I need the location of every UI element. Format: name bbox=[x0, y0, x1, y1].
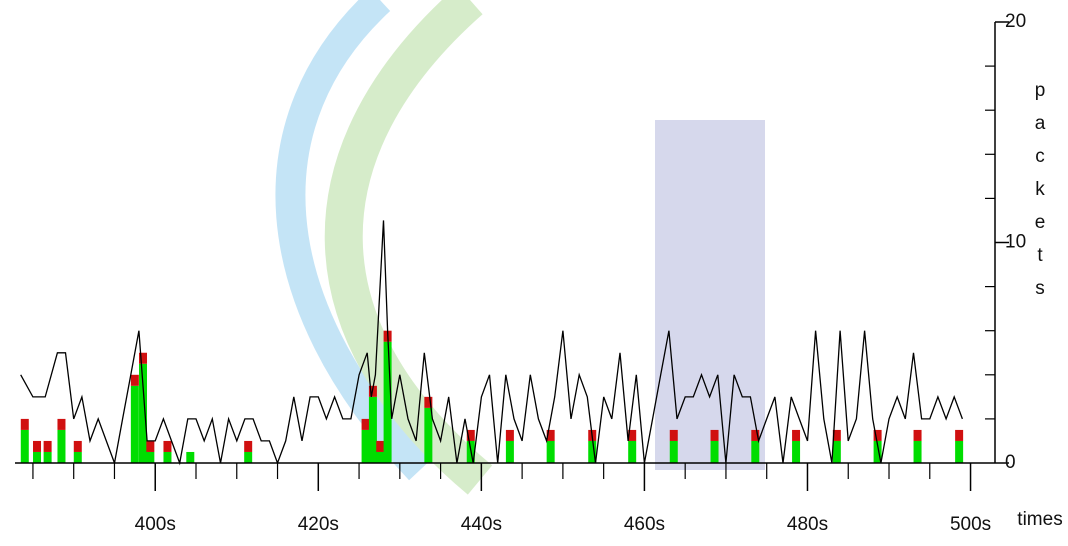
bar-segment bbox=[628, 441, 636, 463]
bar-segment bbox=[955, 441, 963, 463]
bar-segment bbox=[44, 441, 52, 452]
bar-segment bbox=[163, 441, 171, 452]
x-tick-label: 420s bbox=[298, 514, 339, 535]
bar-segment bbox=[57, 430, 65, 463]
x-tick-label: 440s bbox=[461, 514, 502, 535]
x-axis-label: times bbox=[1017, 509, 1062, 530]
bar-segment bbox=[792, 441, 800, 463]
x-tick-label: 480s bbox=[787, 514, 828, 535]
bar-segment bbox=[44, 452, 52, 463]
bar-segment bbox=[146, 441, 154, 452]
bar-segment bbox=[74, 452, 82, 463]
bar-segment bbox=[506, 430, 514, 441]
bar-segment bbox=[914, 441, 922, 463]
bar-segment bbox=[376, 441, 384, 452]
bar-segment bbox=[244, 452, 252, 463]
watermark-bar bbox=[655, 120, 765, 470]
bar-segment bbox=[362, 430, 370, 463]
bar-segment bbox=[131, 386, 139, 463]
bar-segment bbox=[163, 452, 171, 463]
bar-segment bbox=[33, 441, 41, 452]
bar-segment bbox=[376, 452, 384, 463]
bar-segment bbox=[506, 441, 514, 463]
y-tick-label: 10 bbox=[1005, 232, 1026, 253]
y-tick-label: 0 bbox=[1005, 452, 1016, 473]
watermark bbox=[290, 0, 765, 480]
bar-segment bbox=[711, 441, 719, 463]
bar-segment bbox=[670, 441, 678, 463]
bar-segment bbox=[751, 441, 759, 463]
bar-segment bbox=[74, 441, 82, 452]
chart: times packets 400s 420s 440s 460s 480s 500s 0 1… bbox=[0, 0, 1068, 546]
bar-segment bbox=[146, 452, 154, 463]
bar-segment bbox=[21, 430, 29, 463]
bar-segment bbox=[21, 419, 29, 430]
bar-segment bbox=[547, 441, 555, 463]
bar-segment bbox=[131, 375, 139, 386]
bar-segment bbox=[369, 397, 377, 463]
packet-line bbox=[21, 220, 963, 463]
bar-segment bbox=[57, 419, 65, 430]
y-axis-label: packets bbox=[1030, 80, 1051, 311]
bar-segment bbox=[186, 452, 194, 463]
bar-segment bbox=[955, 430, 963, 441]
x-tick-label: 500s bbox=[950, 514, 991, 535]
x-tick-label: 400s bbox=[135, 514, 176, 535]
bar-segment bbox=[33, 452, 41, 463]
bar-segment bbox=[711, 430, 719, 441]
x-tick-label: 460s bbox=[624, 514, 665, 535]
y-tick-label: 20 bbox=[1005, 11, 1026, 32]
bar-segment bbox=[670, 430, 678, 441]
bar-segment bbox=[914, 430, 922, 441]
bar-segment bbox=[833, 441, 841, 463]
bar-segment bbox=[792, 430, 800, 441]
bar-segment bbox=[424, 408, 432, 463]
bar-segment bbox=[244, 441, 252, 452]
bar-segment bbox=[362, 419, 370, 430]
